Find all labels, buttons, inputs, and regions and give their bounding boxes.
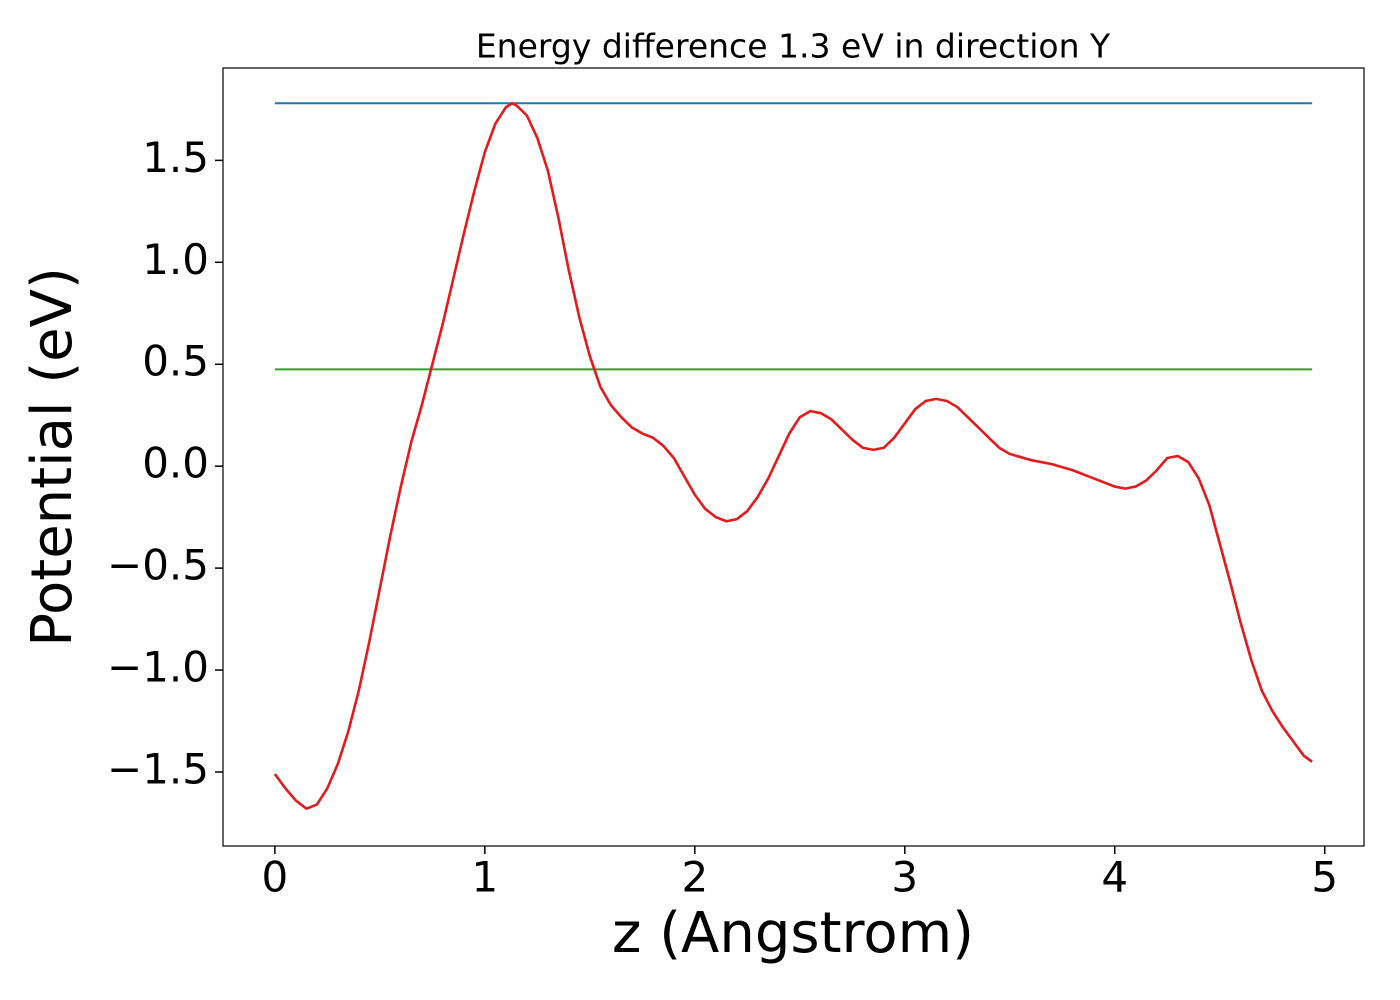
x-tick-label: 1 (471, 853, 498, 902)
y-tick-label: −0.5 (107, 541, 209, 590)
x-tick-label: 5 (1311, 853, 1338, 902)
y-tick-label: 0.0 (142, 439, 209, 488)
x-tick-label: 0 (261, 853, 288, 902)
x-tick-label: 3 (891, 853, 918, 902)
plot-frame (222, 67, 1365, 847)
y-tick-label: 1.0 (142, 235, 209, 284)
y-tick-label: 1.5 (142, 133, 209, 182)
x-axis-label: z (Angstrom) (612, 901, 974, 966)
x-tick-label: 2 (681, 853, 708, 902)
line (273, 101, 1313, 811)
x-tick-label: 4 (1101, 853, 1128, 902)
chart-title: Energy difference 1.3 eV in direction Y (476, 27, 1111, 66)
y-tick-label: −1.5 (107, 744, 209, 793)
y-tick-label: −1.0 (107, 643, 209, 692)
y-tick-label: 0.5 (142, 337, 209, 386)
y-axis-label: Potential (eV) (20, 267, 85, 647)
